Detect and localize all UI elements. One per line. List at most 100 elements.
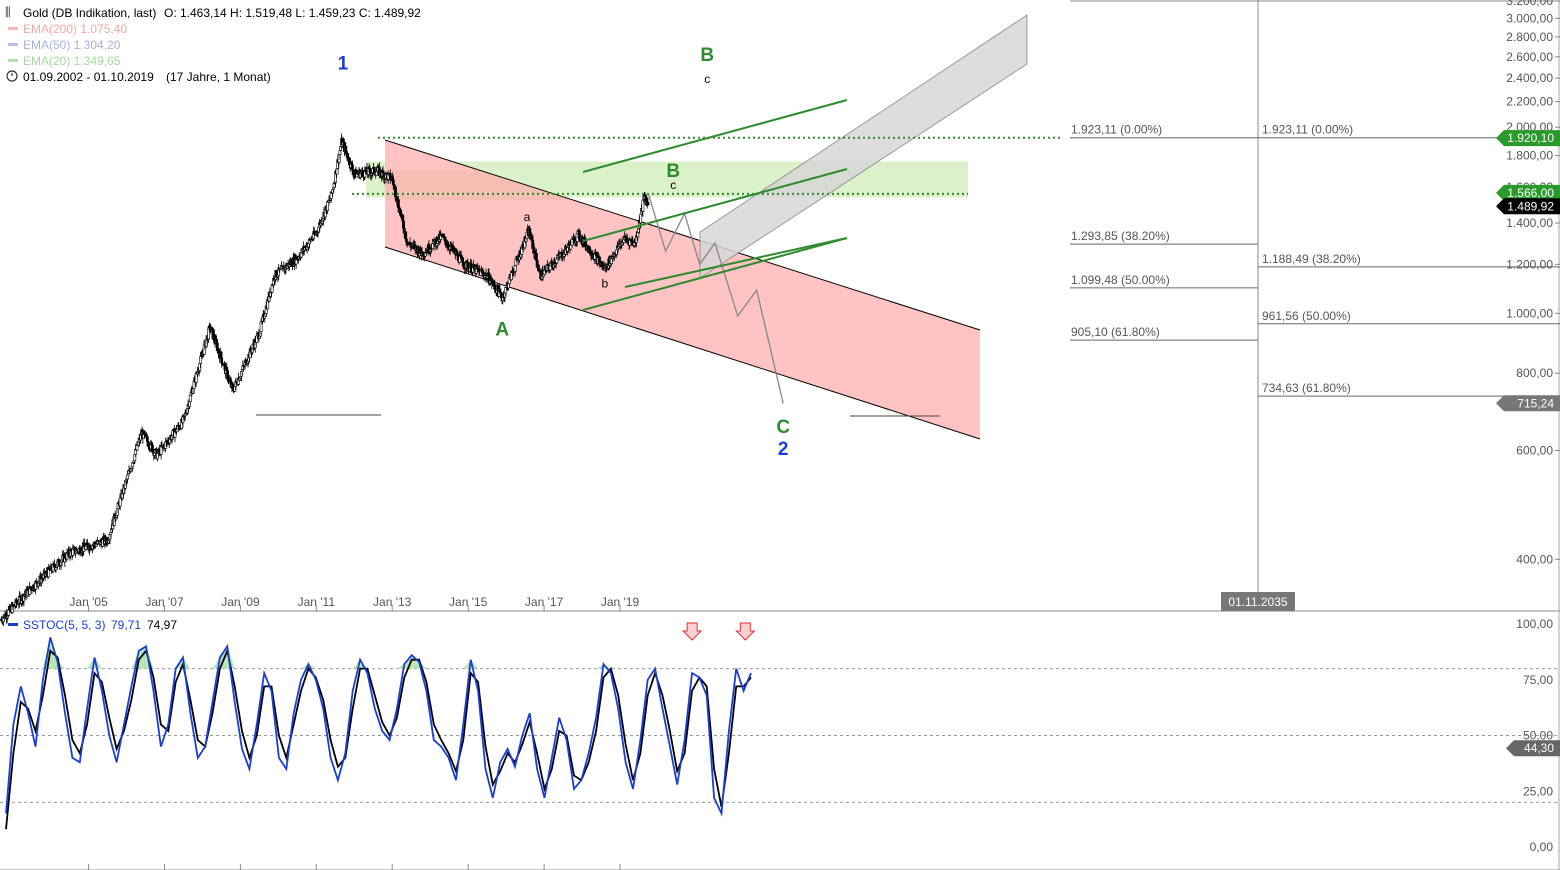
x-tick-label: Jan '09 (221, 595, 260, 609)
clock-icon (6, 70, 18, 82)
chart-type-icon[interactable]: ⫼ (5, 5, 11, 19)
fib-right-label: 1.188,49 (38.20%) (1262, 252, 1361, 266)
wave-label: c (704, 72, 710, 86)
y-tick-label: 400,00 (1516, 552, 1553, 566)
y-tick-label: 2.600,00 (1506, 50, 1553, 64)
candle-body (394, 196, 398, 201)
overbought-fill (131, 650, 139, 669)
candle-body (555, 258, 559, 264)
wave-trendline (582, 237, 848, 311)
y-tick-label: 2.800,00 (1506, 30, 1553, 44)
wave-label: c (670, 178, 676, 192)
overbought-fill (396, 664, 405, 669)
price-badge-label: 715,24 (1517, 396, 1554, 410)
overlap-zone (385, 170, 570, 200)
ohlc-readout: O: 1.463,14 H: 1.519,48 L: 1.459,23 C: 1… (164, 6, 421, 20)
candle-body (71, 548, 75, 556)
y-tick-label: 2.400,00 (1506, 71, 1553, 85)
stoch-y-label: 0,00 (1530, 840, 1554, 854)
x-tick-label: Jan '05 (69, 595, 108, 609)
ema50-label: EMA(50) 1.304,20 (23, 38, 121, 52)
x-tick-label: Jan '07 (145, 595, 184, 609)
fib-right-label: 734,63 (61.80%) (1262, 381, 1351, 395)
x-tick-label: Jan '11 (298, 595, 336, 609)
candle-body (188, 394, 192, 402)
stoch-header: SSTOC(5, 5, 3) 79,71 74,97 (8, 618, 177, 632)
stoch-badge-label: 44,30 (1524, 741, 1554, 755)
fib-right-label: 1.923,11 (0.00%) (1262, 123, 1353, 137)
stoch-badge (1506, 740, 1560, 757)
y-tick-label: 3.000,00 (1506, 11, 1553, 25)
header: ⫼ Gold (DB Indikation, last) O: 1.463,14… (5, 5, 421, 84)
price-badge (1496, 198, 1560, 215)
y-tick-label: 800,00 (1516, 366, 1553, 380)
sell-arrow-icon (735, 622, 756, 641)
instrument-title: Gold (DB Indikation, last) (23, 6, 156, 20)
wave-label: a (524, 210, 531, 224)
ema50-swatch (8, 43, 18, 46)
wave-label: A (495, 320, 509, 341)
candle-body (570, 239, 574, 246)
fib-left-label: 1.293,85 (38.20%) (1071, 229, 1170, 243)
date-badge (1221, 592, 1295, 611)
candle-body (126, 474, 129, 480)
fib-left-label: 1.099,48 (50.00%) (1071, 273, 1170, 287)
wave-trendline (582, 168, 848, 242)
projection-path (647, 193, 784, 404)
y-tick-label: 1.000,00 (1506, 306, 1553, 320)
price-badge (1496, 130, 1560, 147)
stoch-d-line (5, 647, 752, 830)
stoch-y-label: 75,00 (1523, 673, 1553, 687)
wave-label: 1 (338, 53, 349, 74)
date-range-span: (17 Jahre, 1 Monat) (166, 70, 271, 84)
ema200-label: EMA(200) 1.075,40 (23, 22, 127, 36)
stoch-swatch (8, 623, 18, 626)
stoch-k-line (5, 637, 752, 817)
price-badge (1496, 184, 1560, 201)
wave-trendline (624, 237, 848, 288)
fib-right-label: 961,56 (50.00%) (1262, 309, 1351, 323)
candle-body (54, 567, 58, 571)
price-badge (1496, 395, 1560, 412)
wave-label: B (700, 45, 714, 66)
bear-channel-upper (384, 139, 981, 331)
wave-label: 2 (778, 439, 789, 460)
y-tick-label: 1.200,00 (1506, 257, 1553, 271)
wave-label: b (601, 277, 608, 291)
stoch-y-label: 100,00 (1516, 617, 1553, 631)
y-tick-label: 1.800,00 (1506, 149, 1553, 163)
x-tick-label: Jan '17 (525, 595, 564, 609)
wave-label: B (666, 161, 680, 182)
candle-body (639, 213, 643, 224)
candle-body (375, 171, 378, 176)
candle-body (646, 202, 650, 206)
sell-arrow-icon (681, 622, 703, 641)
fib-left-label: 1.923,11 (0.00%) (1071, 123, 1162, 137)
ema200-swatch (8, 27, 18, 30)
date-badge-label: 01.11.2035 (1228, 595, 1287, 609)
y-tick-label: 3.200,00 (1506, 0, 1553, 8)
date-range: 01.09.2002 - 01.10.2019 (23, 70, 154, 84)
candle-body (404, 238, 408, 242)
x-tick-label: Jan '19 (601, 595, 640, 609)
candle-body (548, 265, 552, 271)
stoch-d-value: 74,97 (147, 618, 177, 632)
stoch-y-label: 25,00 (1523, 784, 1553, 798)
overbought-fill (411, 655, 420, 669)
x-tick-label: Jan '13 (373, 595, 412, 609)
y-tick-label: 1.400,00 (1506, 216, 1553, 230)
x-tick-label: Jan '15 (449, 595, 488, 609)
price-badge-label: 1.920,10 (1507, 131, 1554, 145)
price-badge-label: 1.566,00 (1507, 186, 1554, 200)
wave-label: C (776, 417, 790, 438)
candle-body (443, 236, 447, 242)
candle-body (399, 209, 403, 216)
overbought-fill (463, 659, 471, 669)
stoch-title: SSTOC(5, 5, 3) (23, 618, 105, 632)
price-badge-label: 1.489,92 (1507, 199, 1554, 213)
bull-channel (699, 14, 1028, 279)
ema20-swatch (8, 59, 18, 62)
candle-body (361, 169, 365, 174)
bear-channel (385, 140, 980, 439)
